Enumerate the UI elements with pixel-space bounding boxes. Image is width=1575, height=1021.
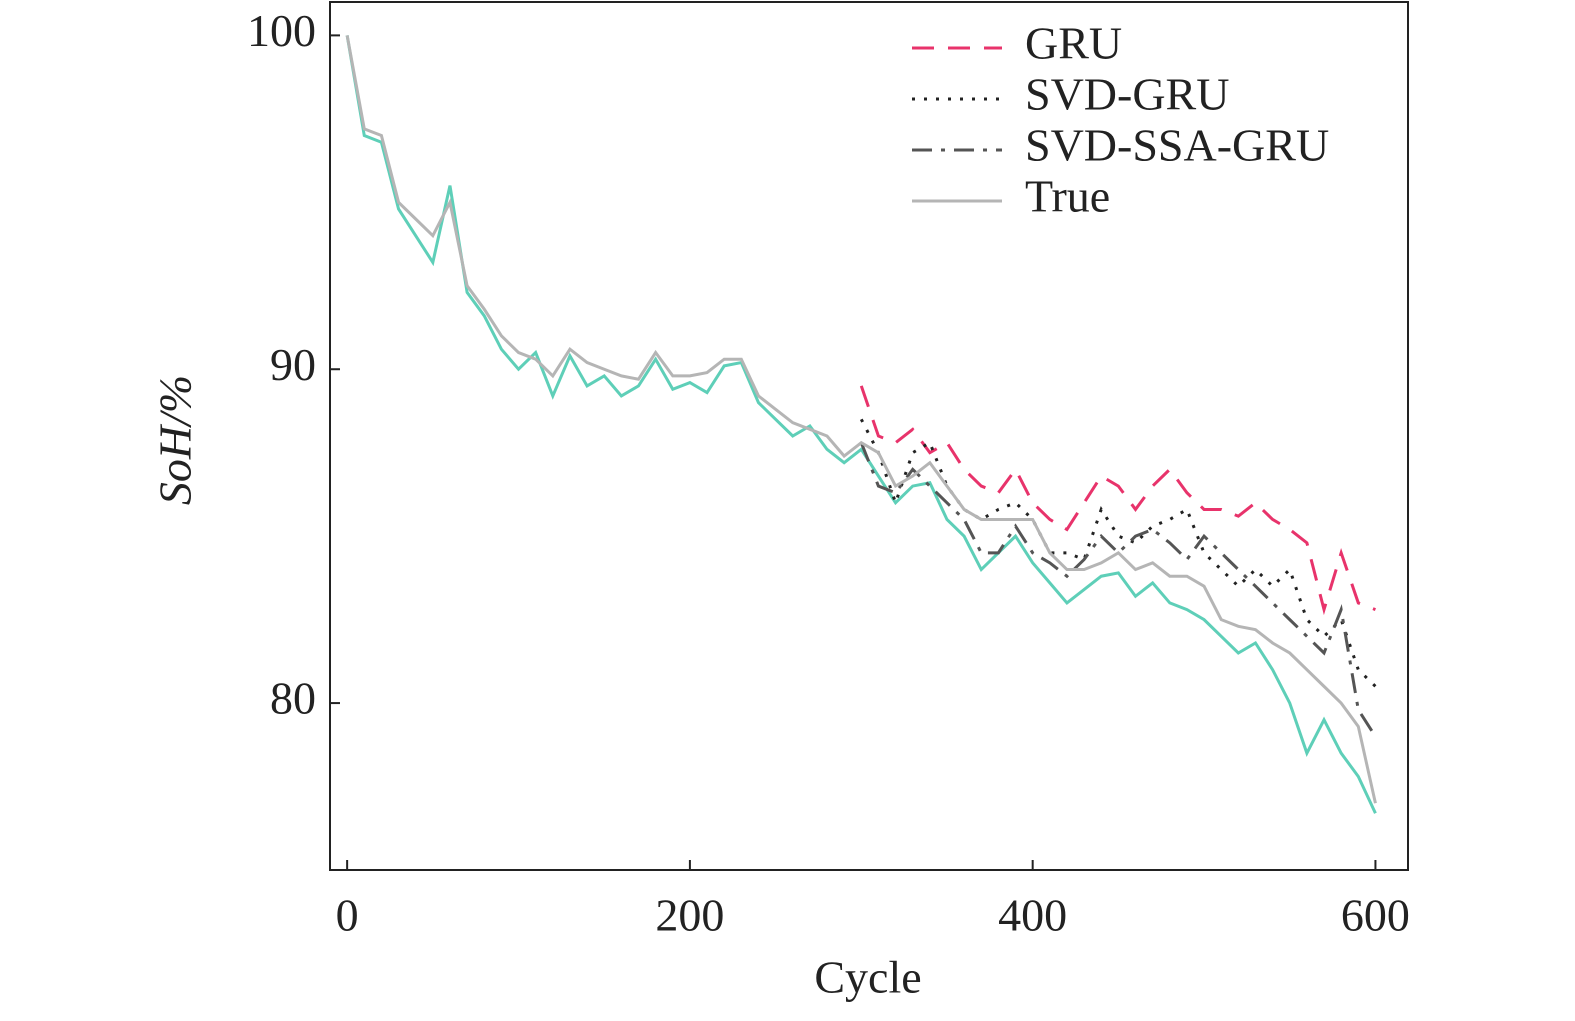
legend-label: SVD-SSA-GRU (1025, 120, 1329, 171)
y-tick-label: 100 (247, 5, 316, 56)
series-line (859, 385, 1376, 616)
x-axis-label: Cycle (814, 952, 921, 1003)
series-line (859, 442, 1377, 738)
x-tick-label: 200 (655, 890, 724, 941)
y-tick-label: 90 (270, 339, 316, 390)
y-tick-label: 80 (270, 673, 316, 724)
legend-label: SVD-GRU (1025, 69, 1229, 120)
series-line (345, 35, 1377, 814)
legend-label: GRU (1025, 18, 1122, 69)
series-line (345, 35, 1377, 804)
plot-frame (329, 1, 1409, 871)
y-axis-label: SoH/% (150, 375, 201, 505)
x-tick-label: 400 (998, 890, 1067, 941)
x-tick-label: 600 (1341, 890, 1410, 941)
x-tick-label: 0 (336, 890, 359, 941)
legend-label: True (1025, 171, 1110, 222)
